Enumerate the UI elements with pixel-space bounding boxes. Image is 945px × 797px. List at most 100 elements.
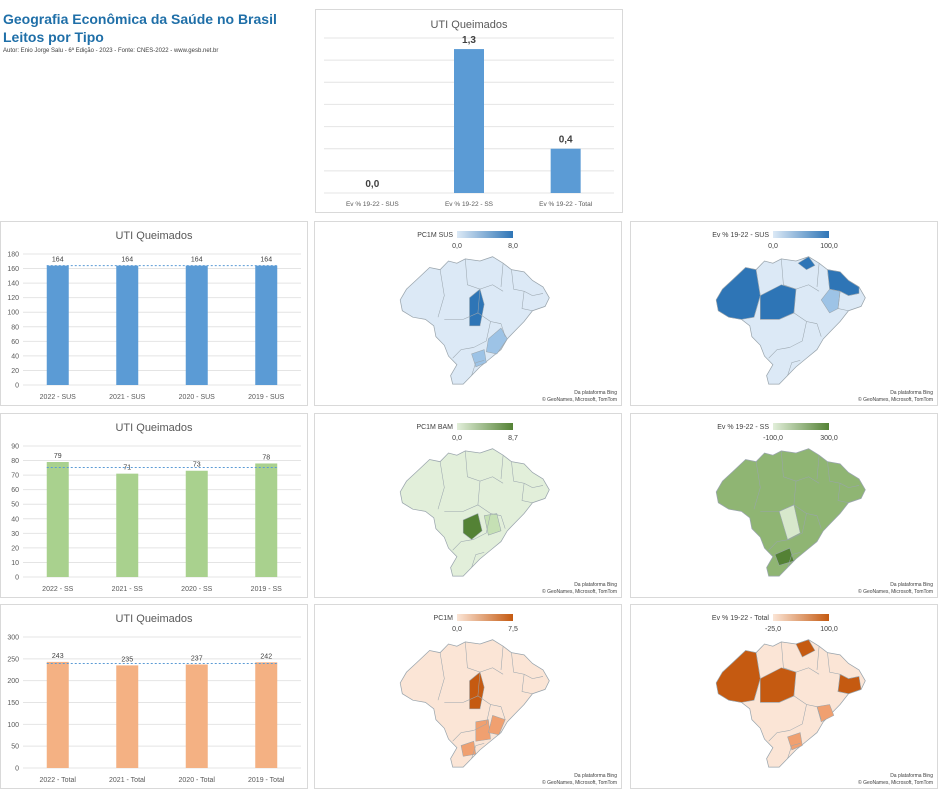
category-label: Ev % 19-22 - Total (539, 201, 593, 208)
state-border (452, 347, 474, 359)
y-tick-label: 90 (11, 444, 19, 451)
y-tick-label: 30 (11, 531, 19, 538)
state-border (437, 461, 445, 510)
state-border (781, 450, 797, 482)
state-shape (715, 650, 761, 703)
chart-evolution: UTI Queimados 0,0 Ev % 19-22 - SUS 1,3 Ev % … (324, 19, 614, 208)
state-border (500, 263, 504, 287)
state-shape (787, 732, 803, 751)
author-line: Autor: Enio Jorge Salu - 6ª Edição - 202… (3, 48, 219, 54)
state-border (816, 646, 820, 670)
y-tick-label: 80 (11, 458, 19, 465)
data-label: 164 (52, 257, 64, 264)
legend-title: PC1M BAM (416, 424, 453, 431)
data-label: 237 (191, 656, 203, 663)
y-tick-label: 50 (11, 502, 19, 509)
state-border (837, 674, 849, 694)
y-tick-label: 200 (7, 678, 19, 685)
y-tick-label: 40 (11, 516, 19, 523)
data-label: 242 (260, 653, 272, 660)
map-panel-4: Ev % 19-22 - SS -100,0 300,0 Da plataforma … (630, 413, 938, 598)
map-panel-5: PC1M 0,0 7,5 Da plataforma Bing © GeoNames, … (314, 604, 622, 789)
attribution-line2: © GeoNames, Microsoft, TomTom (858, 588, 933, 595)
chart-sus-panel: UTI Queimados 0 20 40 60 80 100 120 140 160 180 164… (0, 221, 308, 406)
state-border (500, 646, 504, 670)
state-border (479, 476, 504, 484)
attribution-line1: Da plataforma Bing (574, 390, 617, 396)
category-label: Ev % 19-22 - SUS (346, 201, 399, 208)
y-tick-label: 120 (7, 295, 19, 302)
state-shape (469, 671, 485, 710)
brazil-map (715, 639, 866, 768)
state-border (837, 483, 849, 503)
brazil-map (399, 256, 550, 385)
y-tick-label: 150 (7, 700, 19, 707)
category-label: 2021 - SS (112, 586, 143, 593)
state-border (789, 513, 807, 540)
data-label: 164 (260, 257, 272, 264)
state-border (511, 269, 525, 292)
y-tick-label: 100 (7, 310, 19, 317)
state-border (789, 704, 807, 731)
bar (185, 265, 208, 385)
data-label: 71 (123, 465, 131, 472)
category-label: 2021 - Total (109, 777, 146, 784)
attribution-line2: © GeoNames, Microsoft, TomTom (542, 588, 617, 595)
bar (550, 148, 581, 193)
y-tick-label: 80 (11, 324, 19, 331)
category-label: 2020 - SS (181, 586, 212, 593)
state-border (473, 704, 491, 731)
state-border (827, 652, 841, 675)
legend-max: 300,0 (820, 435, 838, 442)
data-label: 243 (52, 653, 64, 660)
state-border (839, 483, 860, 488)
y-tick-label: 20 (11, 545, 19, 552)
data-label: 73 (193, 462, 201, 469)
bar (185, 470, 208, 577)
state-border (753, 652, 761, 701)
y-tick-label: 0 (15, 766, 19, 773)
state-border (827, 269, 841, 292)
state-border (781, 641, 797, 673)
state-shape (715, 267, 761, 320)
data-label: 235 (121, 656, 133, 663)
legend-gradient (457, 423, 513, 430)
state-border (521, 291, 533, 311)
chart-ss-panel: UTI Queimados 0 10 20 30 40 50 60 70 80 90 79 2022 -… (0, 413, 308, 598)
category-label: 2019 - SUS (248, 394, 285, 401)
state-border (781, 258, 797, 290)
y-tick-label: 70 (11, 473, 19, 480)
state-border (839, 674, 860, 679)
state-border (521, 674, 533, 694)
state-border (839, 291, 860, 296)
chart-title: UTI Queimados (115, 613, 193, 625)
legend-title: Ev % 19-22 - SS (717, 424, 769, 431)
data-label: 0,4 (559, 135, 573, 146)
y-tick-label: 180 (7, 252, 19, 259)
state-border (837, 291, 849, 311)
map-pc1m-bam: PC1M BAM 0,0 8,7 Da plataforma Bing© GeoNam… (399, 423, 617, 595)
state-border (523, 674, 544, 679)
page-title: Geografia Econômica da Saúde no Brasil (3, 11, 277, 27)
brazil-map (399, 639, 550, 768)
state-border (795, 667, 820, 675)
data-label: 1,3 (462, 35, 476, 46)
state-shape (475, 719, 491, 742)
y-tick-label: 160 (7, 266, 19, 273)
legend-min: 0,0 (452, 435, 462, 442)
y-tick-label: 250 (7, 656, 19, 663)
page-header: Geografia Econômica da Saúde no Brasil L… (3, 10, 303, 54)
category-label: 2020 - SUS (179, 394, 216, 401)
state-border (465, 450, 481, 482)
state-shape (462, 513, 483, 540)
category-label: 2021 - SUS (109, 394, 146, 401)
state-border (816, 515, 822, 529)
state-border (473, 513, 491, 540)
legend-gradient (773, 614, 829, 621)
state-border (816, 323, 822, 337)
bar (46, 265, 69, 385)
chart-sus: UTI Queimados 0 20 40 60 80 100 120 140 160 180 164… (7, 230, 301, 401)
country-shape (399, 448, 550, 577)
legend-min: 0,0 (768, 243, 778, 250)
legend-gradient (457, 231, 513, 238)
